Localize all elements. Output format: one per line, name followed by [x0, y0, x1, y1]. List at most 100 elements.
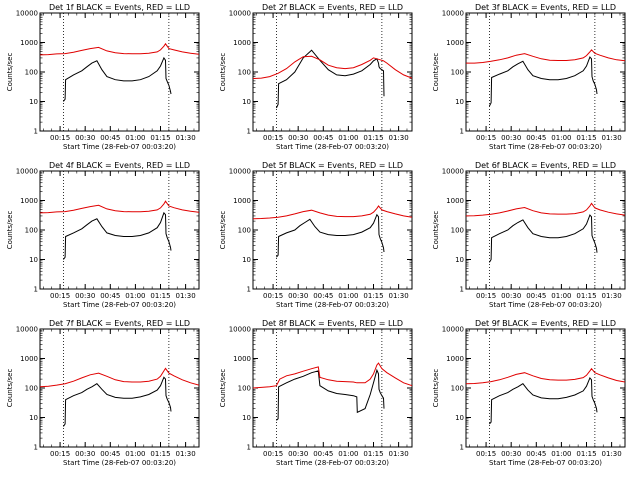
- y-tick-label: 1000: [20, 355, 38, 363]
- y-tick-label: 10: [455, 98, 464, 106]
- y-axis-label: Counts/sec: [432, 53, 440, 92]
- y-tick-label: 100: [451, 69, 464, 77]
- plot-frame: [252, 328, 413, 448]
- panel-4: Det 4f BLACK = Events, RED = LLD 1 10 100 10…: [6, 161, 200, 309]
- x-tick-label: 00:15: [50, 450, 70, 458]
- x-tick-label: 01:30: [176, 450, 196, 458]
- events-series-line: [488, 56, 598, 107]
- x-axis-label: Start Time (28-Feb-07 00:03:20): [276, 143, 389, 151]
- x-tick-label: 01:00: [125, 450, 145, 458]
- panel-title: Det 9f BLACK = Events, RED = LLD: [475, 319, 616, 328]
- y-tick-label: 10000: [229, 326, 251, 334]
- x-axis-label: Start Time (28-Feb-07 00:03:20): [276, 301, 389, 309]
- x-tick-label: 00:45: [526, 292, 546, 300]
- x-tick-label: 00:15: [263, 450, 283, 458]
- plot-frame: [39, 328, 200, 448]
- x-tick-label: 00:30: [501, 134, 521, 142]
- y-tick-label: 100: [238, 227, 251, 235]
- y-tick-label: 1000: [20, 39, 38, 47]
- x-tick-label: 00:30: [288, 450, 308, 458]
- y-tick-label: 10000: [442, 326, 464, 334]
- x-tick-label: 00:30: [75, 292, 95, 300]
- y-axis-label: Counts/sec: [6, 211, 14, 250]
- x-tick-label: 01:15: [576, 134, 596, 142]
- x-tick-label: 01:15: [363, 134, 383, 142]
- x-tick-label: 01:00: [551, 450, 571, 458]
- x-axis-label: Start Time (28-Feb-07 00:03:20): [63, 459, 176, 467]
- y-tick-label: 10: [29, 98, 38, 106]
- panel-7: Det 7f BLACK = Events, RED = LLD 1 10 100 10…: [6, 319, 200, 467]
- x-axis-label: Start Time (28-Feb-07 00:03:20): [489, 143, 602, 151]
- y-tick-label: 1: [34, 286, 38, 294]
- x-tick-label: 01:00: [125, 292, 145, 300]
- lld-series-line: [253, 362, 412, 389]
- x-tick-label: 00:45: [100, 450, 120, 458]
- y-tick-label: 10000: [16, 10, 38, 18]
- x-tick-label: 00:15: [476, 450, 496, 458]
- x-tick-label: 01:30: [176, 292, 196, 300]
- x-tick-label: 01:30: [602, 134, 622, 142]
- x-tick-label: 01:30: [389, 134, 409, 142]
- y-tick-label: 10: [455, 414, 464, 422]
- x-tick-label: 01:15: [576, 450, 596, 458]
- x-tick-label: 01:30: [176, 134, 196, 142]
- y-tick-label: 1: [247, 286, 251, 294]
- x-tick-label: 00:30: [501, 292, 521, 300]
- y-tick-label: 10: [29, 414, 38, 422]
- x-tick-label: 01:15: [150, 292, 170, 300]
- x-tick-label: 01:15: [150, 450, 170, 458]
- x-tick-label: 01:15: [363, 450, 383, 458]
- y-tick-label: 10000: [229, 168, 251, 176]
- x-tick-label: 01:00: [551, 134, 571, 142]
- y-axis-label: Counts/sec: [432, 211, 440, 250]
- events-series-line: [275, 49, 385, 109]
- x-tick-label: 01:15: [576, 292, 596, 300]
- panel-3: Det 3f BLACK = Events, RED = LLD 1 10 100 10…: [432, 3, 626, 151]
- y-tick-label: 1: [247, 128, 251, 136]
- plot-frame: [39, 12, 200, 132]
- x-tick-label: 00:45: [313, 450, 333, 458]
- panel-8: Det 8f BLACK = Events, RED = LLD 1 10 100 10…: [219, 319, 413, 467]
- events-series-line: [276, 213, 385, 258]
- x-tick-label: 00:15: [476, 292, 496, 300]
- panel-title: Det 4f BLACK = Events, RED = LLD: [49, 161, 190, 170]
- x-tick-label: 01:30: [389, 450, 409, 458]
- panel-5: Det 5f BLACK = Events, RED = LLD 1 10 100 10…: [219, 161, 413, 309]
- y-tick-label: 10000: [442, 10, 464, 18]
- panel-2: Det 2f BLACK = Events, RED = LLD 1 10 100 10…: [219, 3, 413, 151]
- plot-frame: [465, 170, 626, 290]
- y-axis-label: Counts/sec: [219, 369, 227, 408]
- x-tick-label: 01:00: [125, 134, 145, 142]
- y-tick-label: 100: [25, 69, 38, 77]
- x-axis-label: Start Time (28-Feb-07 00:03:20): [63, 301, 176, 309]
- y-tick-label: 1000: [20, 197, 38, 205]
- y-tick-label: 100: [451, 385, 464, 393]
- events-series-line: [488, 214, 598, 263]
- y-tick-label: 1000: [446, 39, 464, 47]
- y-tick-label: 100: [25, 385, 38, 393]
- events-series-line: [62, 376, 172, 427]
- x-tick-label: 01:00: [338, 450, 358, 458]
- x-tick-label: 00:45: [526, 134, 546, 142]
- events-series-line: [62, 56, 172, 102]
- x-tick-label: 00:45: [313, 292, 333, 300]
- y-tick-label: 1000: [446, 197, 464, 205]
- lld-series-line: [466, 202, 625, 217]
- x-tick-label: 01:30: [602, 450, 622, 458]
- y-tick-label: 1: [460, 444, 464, 452]
- y-tick-label: 10: [29, 256, 38, 264]
- x-axis-label: Start Time (28-Feb-07 00:03:20): [489, 459, 602, 467]
- x-tick-label: 00:45: [313, 134, 333, 142]
- panel-1: Det 1f BLACK = Events, RED = LLD 1 10 100 10…: [6, 3, 200, 151]
- lld-series-line: [466, 49, 625, 64]
- x-tick-label: 00:30: [75, 134, 95, 142]
- x-tick-label: 01:00: [551, 292, 571, 300]
- x-tick-label: 01:30: [602, 292, 622, 300]
- y-tick-label: 10000: [16, 326, 38, 334]
- panel-title: Det 6f BLACK = Events, RED = LLD: [475, 161, 616, 170]
- y-axis-label: Counts/sec: [6, 53, 14, 92]
- y-tick-label: 10: [242, 98, 251, 106]
- plot-frame: [252, 170, 413, 290]
- panel-9: Det 9f BLACK = Events, RED = LLD 1 10 100 10…: [432, 319, 626, 467]
